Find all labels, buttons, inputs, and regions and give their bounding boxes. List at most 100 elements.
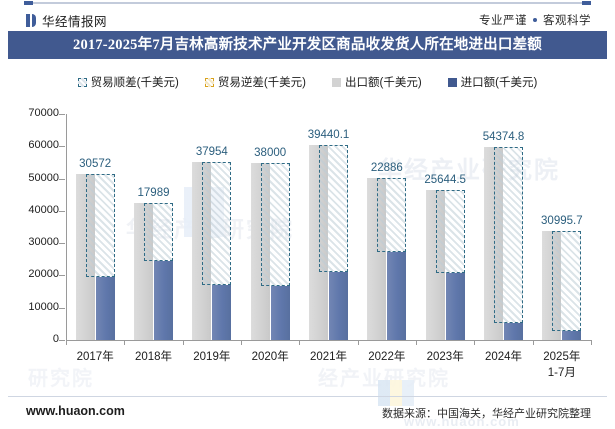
x-axis-tick xyxy=(357,340,359,345)
x-axis-tick xyxy=(299,340,301,345)
x-axis-tick xyxy=(124,340,126,345)
chart-area: 华经产业研究院 华经产业研究院 经产业研究院 研究院 www.huaon.com… xyxy=(8,62,607,429)
top-decorative-rule xyxy=(0,0,615,6)
legend-label: 进口额(千美元) xyxy=(460,77,538,89)
x-axis-tick xyxy=(532,340,534,345)
y-axis-tick xyxy=(59,114,65,115)
bar-import[interactable] xyxy=(387,251,407,340)
bar-group: 17989 xyxy=(134,114,173,340)
legend-item-import[interactable]: 进口额(千美元) xyxy=(447,74,538,90)
y-axis-tick xyxy=(59,146,65,148)
y-axis-label: 50000 xyxy=(28,171,59,184)
x-axis-label-year: 2020年 xyxy=(251,351,289,363)
difference-box-surplus xyxy=(319,144,348,273)
x-axis-label: 2024年 xyxy=(474,348,532,364)
bar-group: 25644.5 xyxy=(424,114,466,340)
y-axis-label: 60000 xyxy=(28,139,59,152)
bar-import[interactable] xyxy=(212,285,232,340)
bar-import[interactable] xyxy=(154,260,173,340)
difference-value-label: 22886 xyxy=(370,161,403,174)
plot-area: 0 10000 20000 30000 40000 50000 60000 70000 3057… xyxy=(28,107,591,345)
bar-import[interactable] xyxy=(445,272,465,340)
slogan-left-text: 专业严谨 xyxy=(479,15,527,27)
difference-box-surplus xyxy=(377,177,407,252)
difference-box-surplus xyxy=(494,147,523,323)
chart-legend: 贸易顺差(千美元) 贸易逆差(千美元) 出口额(千美元) 进口额(千美元) xyxy=(8,72,607,92)
legend-label: 出口额(千美元) xyxy=(345,77,422,89)
difference-box-surplus xyxy=(435,189,465,273)
x-axis-label-year: 2023年 xyxy=(426,351,464,363)
legend-label: 贸易顺差(千美元) xyxy=(90,77,179,89)
difference-box-surplus xyxy=(144,202,173,261)
footer: www.huaon.com 数据来源：中国海关，华经产业研究院整理 xyxy=(0,400,615,427)
bar-group: 38000 xyxy=(250,114,290,340)
footer-source-note: 数据来源：中国海关，华经产业研究院整理 xyxy=(382,408,591,420)
brand-row: 华经情报网 专业严谨 客观科学 xyxy=(0,6,615,31)
legend-swatch-surplus-icon xyxy=(77,77,87,87)
x-axis-label-year: 2018年 xyxy=(134,351,173,363)
x-axis-label: 2018年 xyxy=(124,348,182,364)
legend-item-deficit[interactable]: 贸易逆差(千美元) xyxy=(204,74,306,90)
difference-box-surplus xyxy=(260,163,290,286)
difference-box-surplus xyxy=(552,230,582,331)
difference-value-label: 30995.7 xyxy=(541,214,583,227)
y-axis-label: 10000 xyxy=(28,300,59,313)
y-axis-label: 0 xyxy=(52,333,59,345)
legend-item-export[interactable]: 出口额(千美元) xyxy=(332,74,422,90)
y-axis-tick xyxy=(59,307,65,309)
bar-import[interactable] xyxy=(329,272,348,340)
bar-import[interactable] xyxy=(562,330,582,340)
x-axis-label: 2020年 xyxy=(241,348,299,364)
y-axis-label: 20000 xyxy=(28,268,59,281)
difference-value-label: 39440.1 xyxy=(307,128,350,141)
bar-group: 30995.7 xyxy=(541,114,583,340)
legend-swatch-import-icon xyxy=(447,77,457,87)
bar-import[interactable] xyxy=(95,277,115,340)
difference-value-label: 54374.8 xyxy=(482,131,525,144)
bar-group: 22886 xyxy=(367,114,407,340)
y-axis-label: 70000 xyxy=(28,107,59,119)
bar-group: 54374.8 xyxy=(482,114,525,340)
y-axis-tick xyxy=(59,275,65,277)
difference-value-label: 25644.5 xyxy=(424,173,466,186)
difference-value-label: 30572 xyxy=(79,157,112,170)
difference-value-label: 17989 xyxy=(137,186,170,199)
difference-value-label: 38000 xyxy=(254,147,287,160)
bar-import[interactable] xyxy=(270,285,290,340)
bar-group: 30572 xyxy=(75,114,115,340)
slogan-right-text: 客观科学 xyxy=(543,15,591,27)
difference-box-surplus xyxy=(85,173,115,278)
y-axis-tick xyxy=(59,178,65,180)
x-axis-label: 2019年 xyxy=(183,348,241,364)
x-axis-tick xyxy=(66,340,67,345)
x-axis-label-year: 2021年 xyxy=(309,351,348,363)
x-axis-label: 2021年 xyxy=(299,348,357,364)
bar-import[interactable] xyxy=(504,322,523,340)
y-axis-tick xyxy=(59,210,65,212)
legend-swatch-export-icon xyxy=(332,77,341,87)
slogan-separator-dot-icon xyxy=(533,18,537,22)
x-axis-label-year: 2024年 xyxy=(484,351,523,363)
footer-divider xyxy=(8,396,607,397)
y-axis-label: 30000 xyxy=(28,236,59,249)
x-axis-label-sub: 1-7月 xyxy=(547,367,576,379)
chart-title: 2017-2025年7月吉林高新技术产业开发区商品收发货人所在地进出口差额 xyxy=(73,37,542,53)
y-axis-tick xyxy=(59,243,65,245)
x-axis-label: 2025年 1-7月 xyxy=(533,348,591,380)
watermark-4: 研究院 xyxy=(28,368,94,390)
chart-title-band: 2017-2025年7月吉林高新技术产业开发区商品收发货人所在地进出口差额 xyxy=(8,31,607,59)
x-axis-tick xyxy=(182,340,184,345)
legend-item-surplus[interactable]: 贸易顺差(千美元) xyxy=(77,74,179,90)
x-axis-tick xyxy=(474,340,476,345)
x-axis-line xyxy=(66,340,591,341)
x-axis-tick xyxy=(591,340,592,345)
y-axis-line xyxy=(66,114,67,340)
x-axis-label: 2022年 xyxy=(358,348,416,364)
brand-name: 华经情报网 xyxy=(42,15,108,29)
slogan: 专业严谨 客观科学 xyxy=(479,12,591,28)
watermark-flag-1 xyxy=(378,380,414,406)
top-rule-right-cap xyxy=(582,1,591,5)
legend-swatch-deficit-icon xyxy=(204,77,214,87)
huaon-logo-icon xyxy=(26,14,37,27)
